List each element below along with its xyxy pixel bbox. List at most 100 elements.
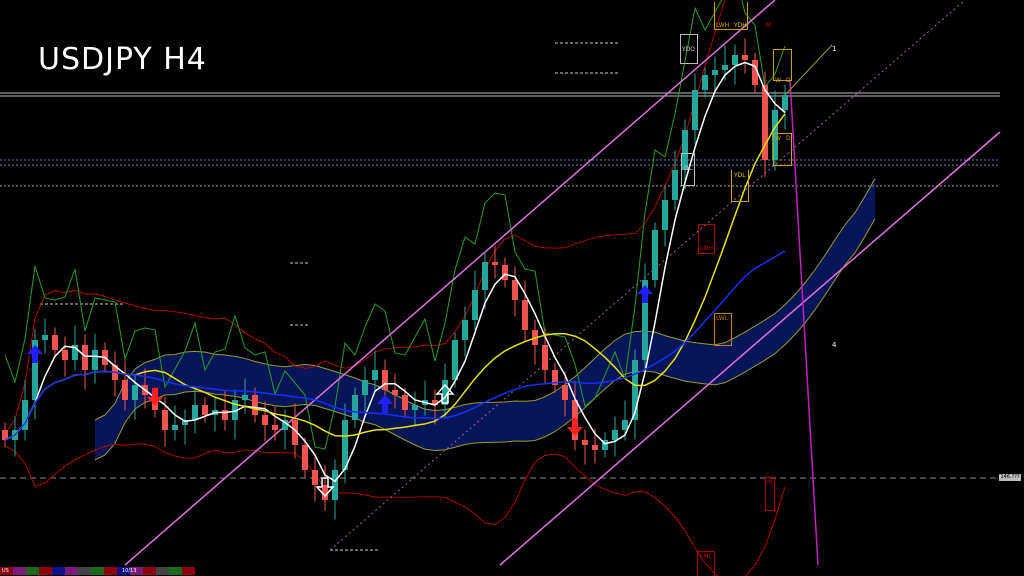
lml-label: LML <box>700 553 712 560</box>
candle-body <box>702 75 708 90</box>
candle-body <box>82 345 88 370</box>
candle-body <box>52 335 58 350</box>
candle-body <box>122 380 128 400</box>
candle-body <box>542 345 548 370</box>
candle-body <box>492 262 498 265</box>
candle-body <box>622 420 628 430</box>
candle-body <box>22 400 28 430</box>
chart-title: USDJPY H4 <box>38 42 207 77</box>
candle-body <box>172 425 178 430</box>
candle-body <box>772 110 778 160</box>
candle-body <box>462 320 468 340</box>
candle-body <box>602 440 608 450</box>
candle-body <box>592 445 598 450</box>
candle-body <box>482 262 488 290</box>
candle-body <box>712 70 718 75</box>
wave-label-1: 1 <box>832 45 837 53</box>
d-mid-label: D <box>786 135 791 142</box>
ydl-label: YDL <box>734 172 746 179</box>
candle-body <box>362 380 368 395</box>
bottom-date-label: 10/13 <box>122 568 137 574</box>
ydl-box <box>731 170 749 202</box>
channel-upper <box>124 0 776 566</box>
candle-body <box>682 130 688 170</box>
bollinger-upper <box>4 0 726 435</box>
candle-body <box>282 420 288 430</box>
candle-body <box>522 300 528 330</box>
lwh-label: LWH <box>716 22 730 29</box>
candle-body <box>452 340 458 380</box>
candle-body <box>392 390 398 395</box>
candle-body <box>552 370 558 385</box>
ichimoku-cloud <box>95 178 875 460</box>
m-low-label: M <box>767 479 773 486</box>
candle-body <box>512 280 518 300</box>
candle-body <box>652 230 658 280</box>
candle-body <box>782 95 788 110</box>
candle-body <box>2 430 8 440</box>
candle-body <box>562 385 568 400</box>
candle-body <box>272 425 278 430</box>
ydh-label: YDH <box>734 22 747 29</box>
w-top-label: W <box>775 77 781 84</box>
ydo-label: YDO <box>682 46 696 53</box>
channel-mid <box>329 0 966 551</box>
candle-body <box>312 470 318 485</box>
d-top-label: D <box>786 77 791 84</box>
ydo-box <box>680 34 698 64</box>
lwl-label: LWL <box>716 315 729 322</box>
candle-body <box>752 60 758 85</box>
candle-body <box>762 85 768 160</box>
candle-body <box>182 420 188 425</box>
candle-body <box>732 55 738 65</box>
buy-arrow-icon <box>637 285 653 303</box>
sell-arrow-icon <box>315 477 335 498</box>
m-top-label: M <box>766 22 772 29</box>
candle-body <box>202 405 208 415</box>
lwh-box <box>714 2 748 30</box>
candle-body <box>262 415 268 425</box>
wave-line-1 <box>784 44 833 96</box>
candle-body <box>342 420 348 470</box>
w-mid-label: W <box>775 135 781 142</box>
sell-arrow-icon <box>147 388 163 406</box>
buy-arrow-icon <box>377 395 393 413</box>
bottom-status-bar <box>0 567 195 575</box>
candle-body <box>42 335 48 340</box>
candle-body <box>502 265 508 280</box>
bottom-symbol-label: US <box>2 568 9 574</box>
candle-body <box>132 385 138 400</box>
candle-body <box>162 410 168 430</box>
candle-body <box>32 340 38 400</box>
candle-body <box>372 370 378 380</box>
candle-body <box>722 65 728 70</box>
lwl-box <box>714 313 732 346</box>
candle-body <box>582 440 588 445</box>
wd-top-box <box>773 49 792 81</box>
channel-lower <box>499 131 1001 566</box>
candle-body <box>302 445 308 470</box>
candle-body <box>692 90 698 130</box>
candle-body <box>292 420 298 445</box>
lml-box <box>697 551 715 576</box>
candle-body <box>62 350 68 360</box>
momentum-line <box>4 0 786 450</box>
current-price-tag: 146.??? <box>999 474 1021 481</box>
candle-body <box>382 370 388 390</box>
candle-body <box>672 170 678 200</box>
candle-body <box>92 350 98 370</box>
candle-body <box>352 395 358 420</box>
candle-body <box>242 395 248 400</box>
ma-fast-line <box>4 61 786 483</box>
wd-mid-box <box>773 133 792 166</box>
candle-body <box>632 360 638 420</box>
candle-body <box>222 410 228 420</box>
candle-body <box>472 290 478 320</box>
sell-arrow-icon <box>567 418 583 436</box>
bollinger-lower <box>4 443 786 576</box>
dc-label: DC <box>684 165 693 172</box>
m-low-box <box>765 477 775 511</box>
wave-label-4: 4 <box>832 341 837 349</box>
candle-body <box>232 400 238 420</box>
